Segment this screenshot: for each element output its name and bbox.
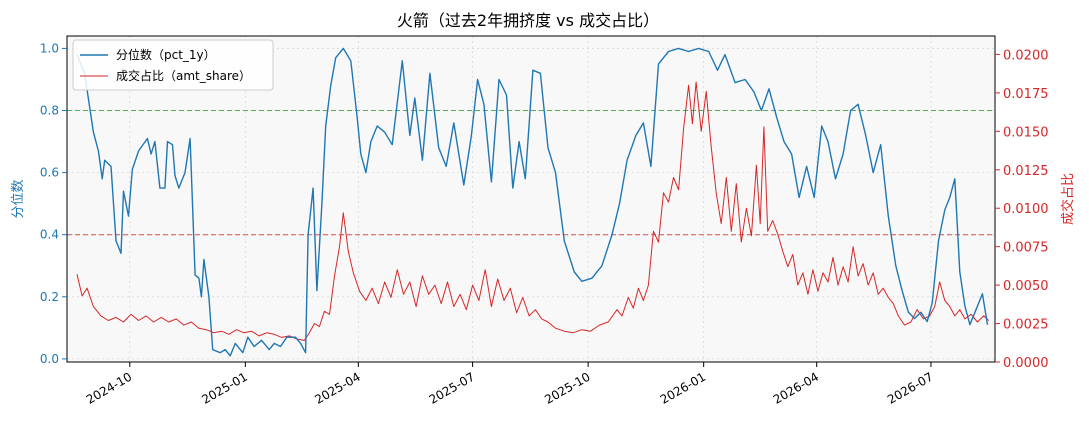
x-tick-label-5: 2026-01 [658,370,708,407]
y-right-tick-label-8: 0.0200 [1003,48,1049,63]
plot-frame [66,35,996,363]
y-right-tick-label-6: 0.0150 [1003,125,1049,140]
y-right-tick-label-3: 0.0075 [1003,241,1049,256]
y-right-axis-label: 成交占比 [1060,173,1076,225]
y-right-tick-label-7: 0.0175 [1003,87,1049,102]
y-left-tick-label-5: 1.0 [40,41,59,55]
chart-title: 火箭（过去2年拥挤度 vs 成交占比） [397,11,659,30]
y-left-tick-label-1: 0.2 [40,290,59,304]
legend-label-amt: 成交占比（amt_share） [116,68,251,83]
series-group [76,47,990,357]
x-tick-label-4: 2025-10 [542,370,592,407]
series-line-amt-share [76,81,990,341]
x-tick-label-3: 2025-07 [427,370,477,407]
x-tick-label-7: 2026-07 [885,370,935,407]
y-left-axis-label: 分位数 [11,179,26,218]
series-line-pct-1y [76,47,989,357]
y-left-tick-label-0: 0.0 [40,352,59,366]
y-left-tick-label-4: 0.8 [40,104,59,118]
y-right-tick-label-4: 0.0100 [1003,202,1049,217]
legend: 分位数（pct_1y） 成交占比（amt_share） [72,39,274,91]
y-right-tick-label-1: 0.0025 [1003,318,1049,333]
y-right-tick-label-2: 0.0050 [1003,279,1049,294]
legend-label-pct: 分位数（pct_1y） [116,47,216,62]
y-left-tick-label-2: 0.4 [40,228,59,242]
x-tick-label-1: 2025-01 [199,370,249,407]
y-right-tick-label-0: 0.0000 [1003,356,1049,371]
legend-box [72,39,274,91]
x-tick-label-2: 2025-04 [312,370,362,407]
x-tick-label-0: 2024-10 [84,370,134,407]
x-tick-label-6: 2026-04 [771,370,821,407]
y-left-tick-label-3: 0.6 [40,166,59,180]
reference-lines [67,110,995,236]
y-right-tick-label-5: 0.0125 [1003,164,1049,179]
